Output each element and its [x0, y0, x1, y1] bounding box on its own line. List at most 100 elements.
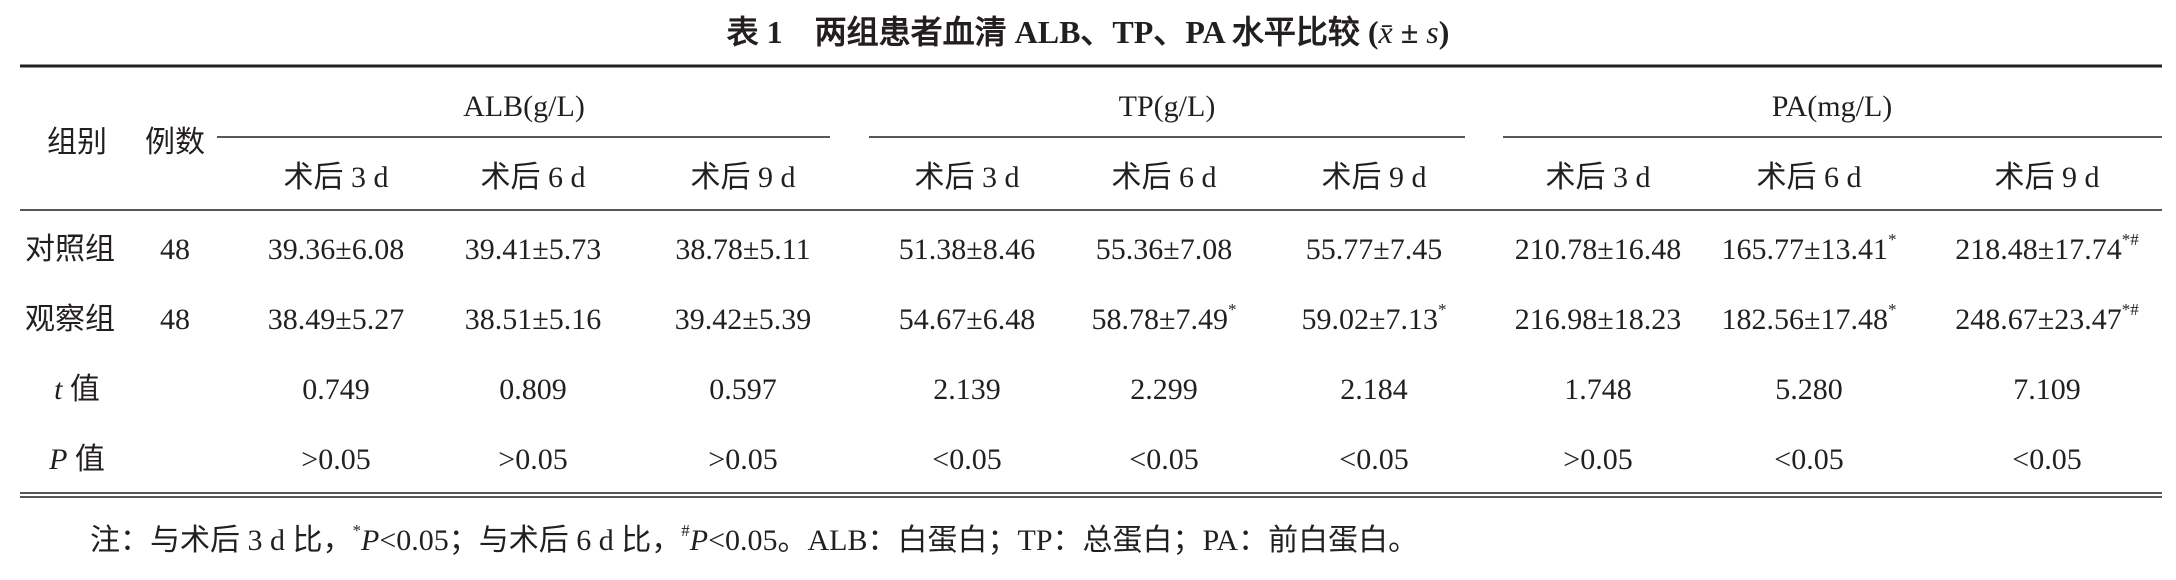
header-group: 组别	[47, 126, 107, 159]
text-run: 0.749	[302, 373, 370, 406]
text-run: <0.05	[1339, 443, 1408, 476]
cell: <0.05	[1129, 443, 1198, 476]
text-run: TP(g/L)	[1119, 90, 1216, 123]
text-run: 165.77±13.41	[1722, 233, 1888, 266]
text-run: 值	[62, 373, 100, 406]
italic-text: x̄	[1378, 14, 1393, 50]
text-run: >0.05	[1563, 443, 1632, 476]
text-run: <0.05。ALB：白蛋白；TP：总蛋白；PA：前白蛋白。	[708, 524, 1418, 557]
row-label: 对照组	[25, 233, 115, 266]
italic-text: s	[1426, 14, 1438, 50]
superscript: #	[681, 521, 690, 540]
cell: 38.78±5.11	[675, 233, 810, 266]
cell: 5.280	[1775, 373, 1843, 406]
header-time: 术后 6 d	[1757, 161, 1862, 194]
text-run: 39.42±5.39	[675, 303, 811, 336]
header-time: 术后 6 d	[481, 161, 586, 194]
text-run: <0.05	[2012, 443, 2081, 476]
cell: 210.78±16.48	[1515, 233, 1681, 266]
cell: 165.77±13.41*	[1722, 230, 1897, 266]
text-run: 51.38±8.46	[899, 233, 1035, 266]
cell: 218.48±17.74*#	[1955, 230, 2139, 266]
text-run: 38.78±5.11	[675, 233, 810, 266]
text-run: 术后 9 d	[1995, 161, 2100, 194]
text-run: >0.05	[301, 443, 370, 476]
header-measure: PA(mg/L)	[1772, 90, 1893, 123]
cell: 55.77±7.45	[1306, 233, 1442, 266]
italic-text: P	[689, 524, 708, 557]
text-run: 48	[160, 303, 190, 336]
cell: 59.02±7.13*	[1302, 300, 1447, 336]
cell: 38.49±5.27	[268, 303, 404, 336]
cell: 182.56±17.48*	[1722, 300, 1897, 336]
text-run: 38.51±5.16	[465, 303, 601, 336]
text-run: 2.184	[1340, 373, 1408, 406]
text-run: >0.05	[498, 443, 567, 476]
header-measure: ALB(g/L)	[463, 90, 585, 123]
text-run: 39.41±5.73	[465, 233, 601, 266]
cell: 0.597	[709, 373, 777, 406]
cell: <0.05	[2012, 443, 2081, 476]
cell: 1.748	[1564, 373, 1632, 406]
cell: 38.51±5.16	[465, 303, 601, 336]
header-time: 术后 3 d	[284, 161, 389, 194]
cell: >0.05	[301, 443, 370, 476]
row-label: 观察组	[25, 303, 115, 336]
text-run: 术后 3 d	[915, 161, 1020, 194]
text-run: 58.78±7.49	[1092, 303, 1228, 336]
superscript: *	[1888, 300, 1897, 319]
text-run: 216.98±18.23	[1515, 303, 1681, 336]
text-run: ALB(g/L)	[463, 90, 585, 123]
text-run: )	[1439, 14, 1450, 50]
cell: 248.67±23.47*#	[1955, 300, 2139, 336]
header-time: 术后 9 d	[1322, 161, 1427, 194]
cell: >0.05	[498, 443, 567, 476]
header-time: 术后 3 d	[915, 161, 1020, 194]
header-time: 术后 9 d	[1995, 161, 2100, 194]
text-run: 术后 6 d	[1112, 161, 1217, 194]
superscript: *#	[2122, 300, 2140, 319]
text-run: 组别	[47, 126, 107, 159]
text-run: 值	[67, 443, 105, 476]
cell: 51.38±8.46	[899, 233, 1035, 266]
text-run: 术后 6 d	[1757, 161, 1862, 194]
cell: >0.05	[1563, 443, 1632, 476]
text-run: 182.56±17.48	[1722, 303, 1888, 336]
text-run: <0.05	[1774, 443, 1843, 476]
italic-text: P	[48, 443, 67, 476]
superscript: *	[353, 521, 362, 540]
table-title: 表 1 两组患者血清 ALB、TP、PA 水平比较 (x̄ ± s)	[727, 14, 1450, 50]
cell: 39.36±6.08	[268, 233, 404, 266]
text-run: 1.748	[1564, 373, 1632, 406]
text-run: 术后 3 d	[284, 161, 389, 194]
text-run: 术后 9 d	[691, 161, 796, 194]
row-count: 48	[160, 303, 190, 336]
header-time: 术后 6 d	[1112, 161, 1217, 194]
text-run: 218.48±17.74	[1955, 233, 2121, 266]
superscript: *	[1438, 300, 1447, 319]
text-run: 术后 9 d	[1322, 161, 1427, 194]
cell: >0.05	[708, 443, 777, 476]
header-count: 例数	[145, 126, 205, 159]
header-time: 术后 3 d	[1546, 161, 1651, 194]
text-run: 2.299	[1130, 373, 1198, 406]
text-run: ±	[1393, 14, 1427, 50]
text-run: <0.05	[1129, 443, 1198, 476]
text-run: <0.05	[932, 443, 1001, 476]
text-run: 39.36±6.08	[268, 233, 404, 266]
cell: 216.98±18.23	[1515, 303, 1681, 336]
text-run: 210.78±16.48	[1515, 233, 1681, 266]
cell: 39.42±5.39	[675, 303, 811, 336]
row-count: 48	[160, 233, 190, 266]
italic-text: P	[360, 524, 379, 557]
italic-text: t	[54, 373, 63, 406]
text-run: 0.597	[709, 373, 777, 406]
header-measure: TP(g/L)	[1119, 90, 1216, 123]
text-run: >0.05	[708, 443, 777, 476]
superscript: *#	[2122, 230, 2140, 249]
superscript: *	[1228, 300, 1237, 319]
table-note: 注：与术后 3 d 比，*P<0.05；与术后 6 d 比，#P<0.05。AL…	[90, 521, 1418, 557]
cell: 0.809	[499, 373, 567, 406]
text-run: 5.280	[1775, 373, 1843, 406]
